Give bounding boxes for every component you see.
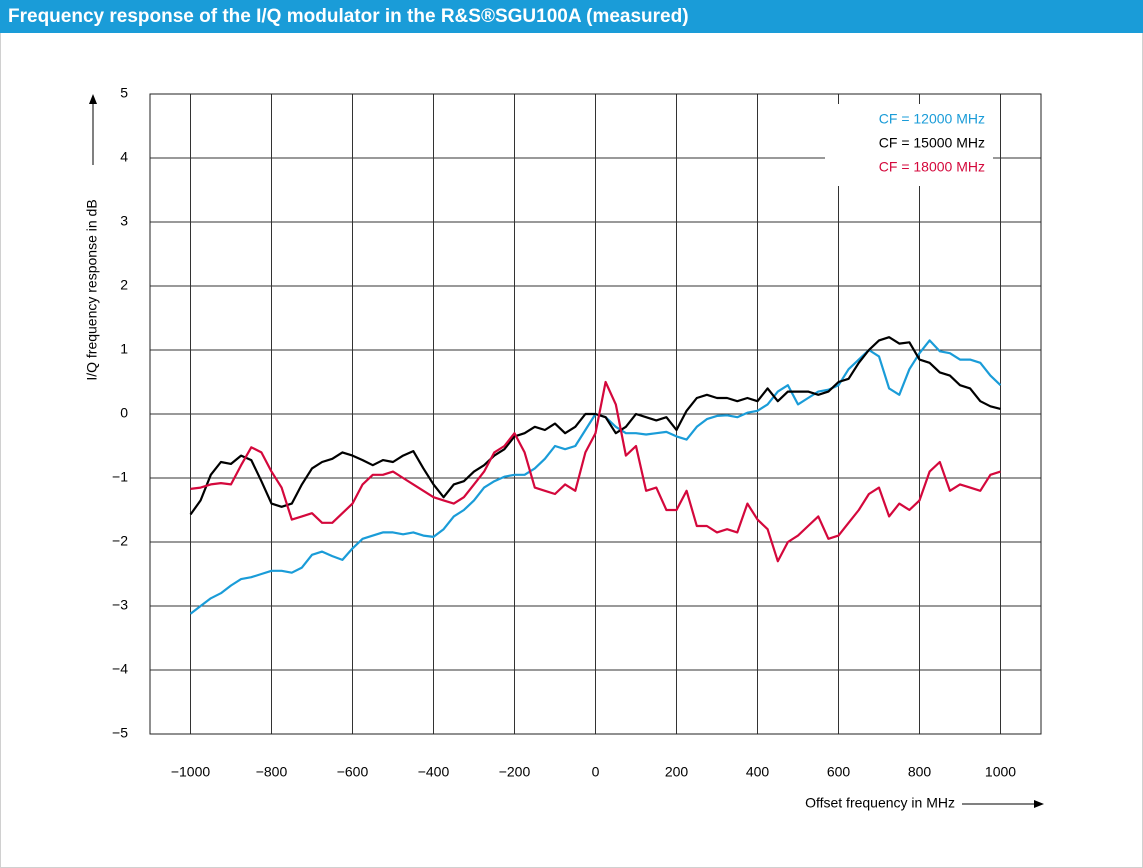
- series-line: [190, 380, 1001, 563]
- x-tick-label: 0: [592, 764, 600, 780]
- x-tick-label: 400: [746, 764, 770, 780]
- lines: [189, 336, 1002, 615]
- legend-label: CF = 15000 MHz: [879, 135, 985, 151]
- y-tick-label: −3: [112, 597, 128, 613]
- legend-box: [825, 104, 993, 186]
- x-tick-label: 800: [908, 764, 932, 780]
- series-line: [189, 336, 1001, 516]
- y-tick-label: 2: [120, 277, 128, 293]
- x-tick-label: 1000: [985, 764, 1016, 780]
- y-tick-label: 1: [120, 341, 128, 357]
- y-tick-label: −4: [112, 661, 128, 677]
- x-tick-label: −800: [256, 764, 288, 780]
- y-arrow-head: [89, 94, 97, 104]
- x-tick-label: 200: [665, 764, 689, 780]
- y-tick-label: −1: [112, 469, 128, 485]
- y-tick-label: 3: [120, 213, 128, 229]
- x-arrow-head: [1034, 800, 1044, 808]
- y-tick-label: 5: [120, 85, 128, 101]
- legend-label: CF = 18000 MHz: [879, 159, 985, 175]
- y-tick-label: 4: [120, 149, 128, 165]
- x-tick-label: −200: [499, 764, 531, 780]
- x-tick-label: −1000: [171, 764, 211, 780]
- y-tick-label: 0: [120, 405, 128, 421]
- title-bar: [0, 0, 1143, 33]
- x-tick-label: −600: [337, 764, 369, 780]
- x-axis-label: Offset frequency in MHz: [805, 795, 955, 811]
- x-tick-label: 600: [827, 764, 851, 780]
- y-tick-label: −5: [112, 725, 128, 741]
- x-tick-label: −400: [418, 764, 450, 780]
- plot-frame: [149, 93, 1042, 735]
- legend-label: CF = 12000 MHz: [879, 111, 985, 127]
- y-axis-label: I/Q frequency response in dB: [84, 199, 100, 380]
- y-tick-label: −2: [112, 533, 128, 549]
- chart-title: Frequency response of the I/Q modulator …: [8, 6, 689, 27]
